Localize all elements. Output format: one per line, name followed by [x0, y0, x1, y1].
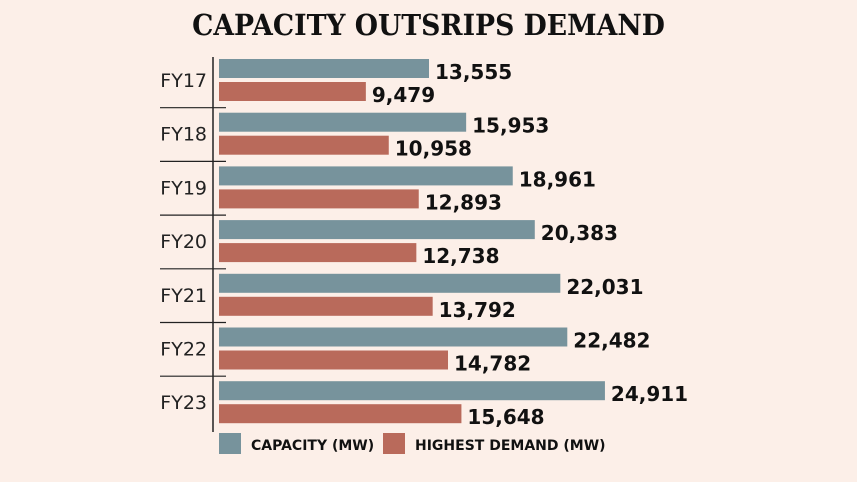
capacity-bar	[219, 273, 561, 293]
data-label: 12,893	[425, 190, 502, 214]
data-label: 13,792	[439, 298, 516, 322]
category-label: FY21	[160, 285, 207, 307]
legend-swatch	[383, 433, 405, 454]
demand-bar	[219, 350, 449, 370]
demand-bar	[219, 189, 419, 209]
demand-bar	[219, 296, 433, 316]
legend-swatch	[219, 433, 241, 454]
capacity-bar	[219, 381, 605, 401]
capacity-bar	[219, 166, 513, 186]
legend-label: CAPACITY (MW)	[251, 438, 374, 454]
data-label: 24,911	[611, 382, 688, 406]
data-label: 22,031	[566, 275, 643, 299]
demand-bar	[219, 243, 417, 263]
demand-bar	[219, 404, 462, 424]
data-label: 18,961	[519, 167, 596, 191]
category-label: FY20	[160, 231, 207, 253]
data-label: 10,958	[395, 137, 472, 161]
category-label: FY19	[160, 177, 207, 199]
capacity-bar	[219, 220, 535, 240]
data-label: 12,738	[422, 244, 499, 268]
category-label: FY18	[160, 124, 207, 146]
data-label: 22,482	[573, 329, 650, 353]
demand-bar	[219, 135, 389, 155]
capacity-bar	[219, 112, 467, 132]
capacity-bar	[219, 327, 568, 347]
data-label: 13,555	[435, 60, 512, 84]
demand-bar	[219, 82, 366, 101]
data-label: 20,383	[541, 221, 618, 245]
data-label: 15,953	[472, 114, 549, 138]
data-label: 14,782	[454, 352, 531, 376]
category-label: FY17	[160, 70, 207, 92]
data-label: 9,479	[372, 83, 435, 107]
category-label: FY22	[160, 339, 207, 361]
data-label: 15,648	[467, 405, 544, 429]
capacity-bar	[219, 59, 429, 78]
legend-label: HIGHEST DEMAND (MW)	[415, 438, 606, 454]
chart-title: CAPACITY OUTSRIPS DEMAND	[192, 8, 665, 42]
category-label: FY23	[160, 392, 207, 414]
